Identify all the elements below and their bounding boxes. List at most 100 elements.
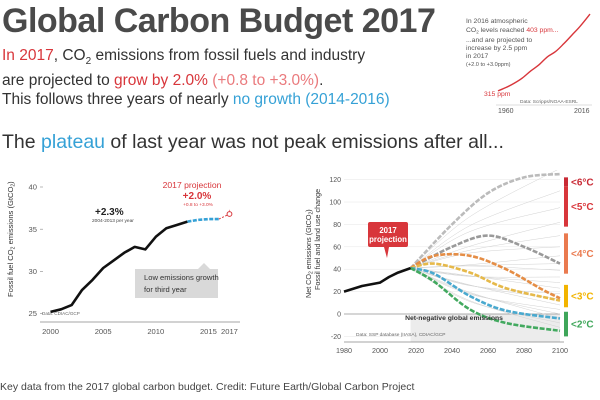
left-x-tick-label: 2017 [221, 327, 238, 336]
scenario-line [410, 262, 561, 302]
historical-line [343, 266, 412, 293]
left-x-tick-label: 2015 [200, 327, 217, 336]
right-y-label-c: ) [304, 209, 313, 211]
left-x-axis: 2000 2005 2010 2015 2017 [42, 327, 238, 336]
intro-grow: grow by 2.0% [114, 72, 208, 90]
left-projection-line [218, 213, 230, 220]
left-y-axis: 25 30 35 40 [29, 183, 43, 318]
main-title: Global Carbon Budget 2017 [2, 2, 436, 40]
left-x-tick-label: 2005 [95, 327, 112, 336]
right-y-label-2: Fossil fuel and land use change [313, 189, 322, 290]
right-y-tick-label: -20 [331, 334, 341, 341]
inset-annotation-5: in 2017 [466, 53, 489, 60]
left-y-tick-label: 35 [29, 225, 37, 234]
inset-annotation-6: (+2.0 to +3.0ppm) [466, 62, 511, 68]
left-y-label-a: Fossil fuel CO [6, 249, 15, 297]
left-y-tick-label: 30 [29, 267, 37, 276]
left-y-label: Fossil fuel CO2 emissions (GtCO2) [6, 181, 17, 297]
temperature-label: <6°C [571, 177, 594, 188]
plateau-pre: The [2, 131, 42, 153]
left-y-label-sub: 2 [11, 246, 17, 249]
intro-projected: are projected to [2, 72, 115, 90]
fossil-emissions-chart: 25 30 35 40 2000 2005 2010 2015 2017 Fossil fue… [6, 180, 240, 336]
caption: Key data from the 2017 global carbon bud… [0, 381, 415, 393]
right-x-tick-label: 1980 [336, 346, 352, 355]
right-x-axis: 1980 2000 2020 2040 2060 2080 2100 [336, 346, 568, 355]
right-x-tick-label: 2080 [516, 346, 532, 355]
temperature-label: <5°C [571, 202, 594, 213]
scenario-line [409, 172, 561, 269]
right-y-axis: -20 0 20 40 60 80 100 120 [329, 177, 341, 341]
left-callout-box [135, 263, 218, 298]
right-y-tick-label: 100 [329, 200, 341, 207]
left-x-tick-label: 2000 [42, 327, 59, 336]
right-y-tick-label: 0 [337, 312, 341, 319]
scenario-lines [409, 170, 561, 333]
left-black-series [50, 220, 188, 314]
intro-co2: , CO [53, 47, 86, 64]
left-x-tick-label: 2010 [147, 327, 164, 336]
inset-annotation-2: CO2 levels reached 403 ppm... [466, 27, 559, 35]
intro-range: (+0.8 to +3.0%) [207, 72, 320, 90]
projection-callout-pointer [384, 247, 389, 258]
temperature-band [564, 233, 568, 274]
inset-co2-sub: 2 [476, 30, 479, 35]
scenario-line [409, 234, 561, 270]
projection-callout-box [368, 222, 408, 247]
inset-source: Data: Scripps/NOAA-ESRL [520, 99, 578, 105]
left-growth-label: +2.3% [95, 207, 124, 218]
right-y-label-b: emissions (GtCO [304, 214, 313, 271]
temperature-label: <3°C [571, 292, 594, 303]
inset-annotation-3: ...and are projected to [466, 37, 532, 44]
inset-annotation-4: increase by 2.5 ppm [466, 45, 528, 52]
intro-no-growth: no growth [232, 91, 301, 109]
intro-co2-sub: 2 [85, 56, 92, 68]
right-x-tick-label: 2100 [552, 346, 568, 355]
inset-co2-chart: In 2016 atmospheric CO2 levels reached 4… [466, 13, 592, 114]
intro-year: In 2017 [2, 47, 54, 64]
inset-co2-line [497, 13, 591, 92]
right-x-tick-label: 2020 [408, 346, 424, 355]
left-projection-point [226, 211, 233, 217]
temperature-label: <4°C [571, 249, 594, 260]
scenario-fan-line [410, 265, 561, 271]
temperature-band [564, 284, 568, 308]
right-x-tick-label: 2040 [444, 346, 460, 355]
scenario-fan-line [410, 170, 558, 269]
intro-rest: emissions from fossil fuels and industry [91, 47, 366, 64]
intro-line-1: In 2017, CO2 emissions from fossil fuels… [2, 46, 442, 71]
right-x-tick-label: 2000 [372, 346, 388, 355]
left-source: Data: CDIAC/GCP [42, 311, 80, 316]
inset-start-label: 315 ppm [484, 91, 511, 98]
right-y-label-sub: 2 [309, 271, 315, 274]
temperature-label: <2°C [571, 320, 594, 331]
right-x-tick-label: 2060 [480, 346, 496, 355]
left-y-label-b: emissions (GtCO [6, 187, 15, 247]
right-y-tick-label: 120 [329, 177, 341, 184]
left-callout-line-1: Low emissions growth [144, 273, 219, 282]
right-y-label: Net CO2 emissions (GtCO2) [304, 209, 315, 298]
intro-text: In 2017, CO2 emissions from fossil fuels… [2, 46, 442, 109]
temperature-band [564, 311, 568, 337]
scenario-fan-line [410, 267, 561, 306]
intro-line-2: are projected to grow by 2.0% (+0.8 to +… [2, 71, 442, 90]
inset-tick-2016: 2016 [574, 108, 590, 114]
left-blue-series [187, 217, 219, 223]
right-source: Data: SSP database (IIASA), CDIAC/GCP [356, 332, 446, 338]
scenario-fan-line [410, 267, 561, 295]
intro-period: . [319, 72, 324, 90]
net-negative-label: Net-negative global emissions [405, 315, 503, 322]
scenario-line [409, 252, 561, 300]
left-proj-range-label: +0.8 to +3.0% [183, 202, 214, 208]
intro-years: (2014-2016) [300, 91, 390, 109]
left-proj-value: +2.0% [183, 191, 212, 202]
inset-403: 403 ppm... [526, 27, 558, 34]
left-growth-sub: 2004-2013 per year [92, 218, 134, 224]
temperature-band [564, 177, 568, 187]
right-gridlines [344, 179, 560, 337]
inset-tick-1960: 1960 [498, 108, 514, 114]
left-y-label-c: ) [6, 181, 15, 184]
left-y-label-sub2: 2 [11, 184, 17, 187]
